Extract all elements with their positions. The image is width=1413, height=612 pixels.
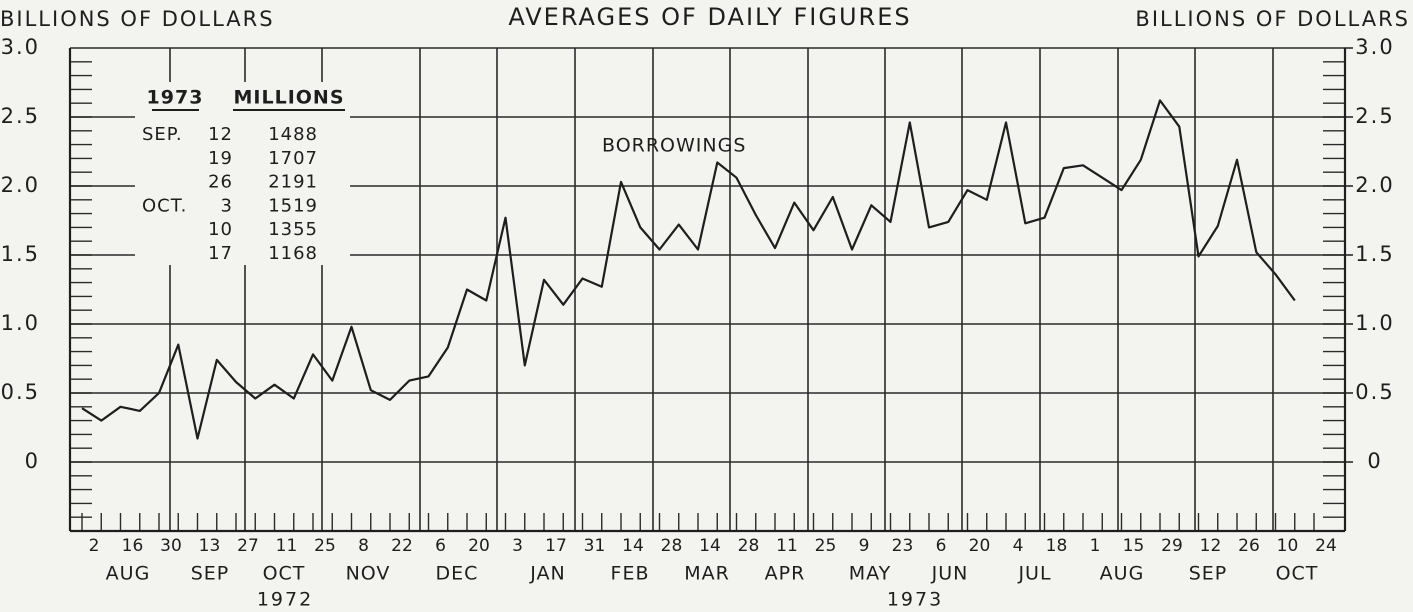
inset-day: 3: [221, 195, 233, 216]
month-label: JAN: [529, 563, 565, 585]
x-tick-label: 3: [512, 536, 523, 556]
inset-month: OCT.: [142, 195, 187, 216]
y-tick-label: 1.5: [1, 242, 40, 266]
y2-tick-label: 3.0: [1355, 35, 1394, 59]
inset-value: 1488: [268, 124, 318, 145]
x-tick-label: 4: [1013, 536, 1024, 556]
y-tick-label: 2.5: [1, 104, 40, 128]
x-tick-label: 6: [435, 536, 446, 556]
y2-tick-label: 2.0: [1355, 173, 1394, 197]
x-tick-label: 14: [699, 536, 721, 556]
y-tick-label: 3.0: [1, 35, 40, 59]
month-label: NOV: [346, 563, 391, 585]
month-label: APR: [765, 563, 806, 585]
x-tick-label: 17: [545, 536, 567, 556]
inset-day: 10: [208, 219, 233, 240]
inset-day: 26: [208, 172, 233, 193]
x-tick-label: 30: [160, 536, 182, 556]
month-label: AUG: [1100, 563, 1145, 585]
month-label: OCT: [1276, 563, 1319, 585]
x-tick-label: 20: [969, 536, 991, 556]
x-tick-label: 26: [1238, 536, 1260, 556]
inset-header: 1973: [147, 87, 204, 109]
y-axis-label: BILLIONS OF DOLLARS: [0, 7, 275, 31]
inset-header: MILLIONS: [234, 87, 345, 109]
chart-title: AVERAGES OF DAILY FIGURES: [508, 3, 911, 31]
x-tick-label: 18: [1046, 536, 1068, 556]
x-tick-label: 28: [738, 536, 760, 556]
x-tick-label: 22: [391, 536, 413, 556]
y2-tick-label: 2.5: [1355, 104, 1394, 128]
inset-day: 19: [208, 148, 233, 169]
y-tick-label: 2.0: [1, 173, 40, 197]
x-tick-label: 12: [1200, 536, 1222, 556]
y2-axis-label: BILLIONS OF DOLLARS: [1135, 7, 1410, 31]
y2-tick-label: 0.5: [1355, 380, 1394, 404]
month-label: JUL: [1017, 563, 1051, 585]
y2-tick-label: 1.5: [1355, 242, 1394, 266]
y2-tick-label: 1.0: [1355, 311, 1394, 335]
x-tick-label: 20: [468, 536, 490, 556]
x-tick-label: 25: [815, 536, 837, 556]
inset-day: 12: [208, 124, 233, 145]
inset-month: SEP.: [142, 124, 183, 145]
x-tick-label: 13: [199, 536, 221, 556]
month-label: SEP: [191, 563, 230, 585]
y-tick-label: 1.0: [1, 311, 40, 335]
year-label: 1973: [887, 589, 943, 611]
x-tick-label: 11: [776, 536, 798, 556]
x-tick-label: 16: [122, 536, 144, 556]
month-label: SEP: [1189, 563, 1228, 585]
month-label: MAY: [849, 563, 892, 585]
inset-value: 1519: [268, 195, 318, 216]
y-tick-label: 0.5: [1, 380, 40, 404]
series-label: BORROWINGS: [602, 135, 746, 157]
month-label: DEC: [436, 563, 479, 585]
x-tick-label: 10: [1277, 536, 1299, 556]
inset-value: 1707: [268, 148, 318, 169]
month-label: OCT: [263, 563, 306, 585]
month-label: MAR: [684, 563, 730, 585]
month-label: JUN: [931, 563, 969, 585]
month-label: FEB: [611, 563, 650, 585]
y-tick-label: 0: [25, 449, 40, 473]
x-tick-label: 6: [936, 536, 947, 556]
inset-value: 1355: [268, 219, 318, 240]
x-tick-label: 1: [1090, 536, 1101, 556]
x-tick-label: 31: [584, 536, 606, 556]
x-tick-label: 15: [1123, 536, 1145, 556]
x-tick-label: 11: [276, 536, 298, 556]
year-label: 1972: [257, 589, 313, 611]
x-tick-label: 9: [859, 536, 870, 556]
x-tick-label: 25: [314, 536, 336, 556]
x-tick-label: 24: [1315, 536, 1337, 556]
series-line: [81, 99, 1296, 440]
x-tick-label: 23: [892, 536, 914, 556]
inset-value: 2191: [268, 172, 318, 193]
x-tick-label: 8: [358, 536, 369, 556]
month-label: AUG: [106, 563, 151, 585]
y2-tick-label: 0: [1367, 449, 1382, 473]
inset-background: [135, 82, 350, 265]
inset-table: 1973 MILLIONS SEP. 12 1488 19 1707 26 2191 OCT. 3 1…: [142, 87, 345, 264]
x-tick-label: 28: [661, 536, 683, 556]
x-tick-label: 29: [1161, 536, 1183, 556]
x-tick-label: 27: [237, 536, 259, 556]
x-tick-label: 2: [89, 536, 100, 556]
inset-day: 17: [208, 243, 233, 264]
x-tick-label: 14: [622, 536, 644, 556]
inset-value: 1168: [268, 243, 318, 264]
